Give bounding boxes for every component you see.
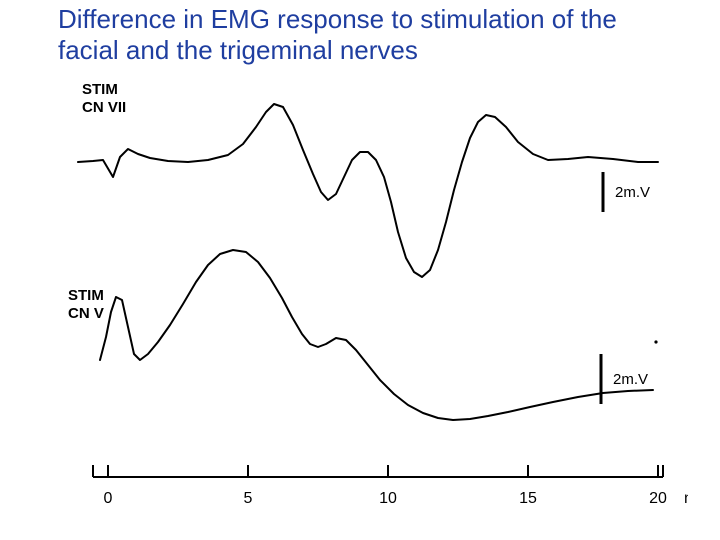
x-axis-unit: ms [684, 490, 688, 507]
x-tick-label: 0 [104, 490, 113, 507]
x-tick-label: 10 [379, 490, 397, 507]
dot-artifact [654, 340, 657, 343]
trace-cn-v [100, 250, 653, 420]
label-stim-cn-v-line2: CN V [68, 305, 104, 322]
x-tick-label: 5 [244, 490, 253, 507]
x-tick-label: 20 [649, 490, 667, 507]
scale-label-cn-vii: 2m.V [615, 184, 650, 201]
x-tick-label: 15 [519, 490, 537, 507]
label-stim-cn-vii-line1: STIM [82, 82, 118, 98]
trace-cn-vii [78, 104, 658, 277]
label-stim-cn-vii-line2: CN VII [82, 99, 126, 116]
label-stim-cn-v-line1: STIM [68, 287, 104, 304]
scale-label-cn-v: 2m.V [613, 371, 648, 388]
emg-plot: STIMCN VII2m.VSTIMCN V2m.V05101520ms [58, 82, 688, 522]
slide-title: Difference in EMG response to stimulatio… [58, 4, 668, 65]
